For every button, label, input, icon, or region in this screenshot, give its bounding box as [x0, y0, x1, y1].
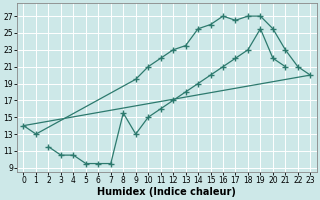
X-axis label: Humidex (Indice chaleur): Humidex (Indice chaleur) — [98, 187, 236, 197]
